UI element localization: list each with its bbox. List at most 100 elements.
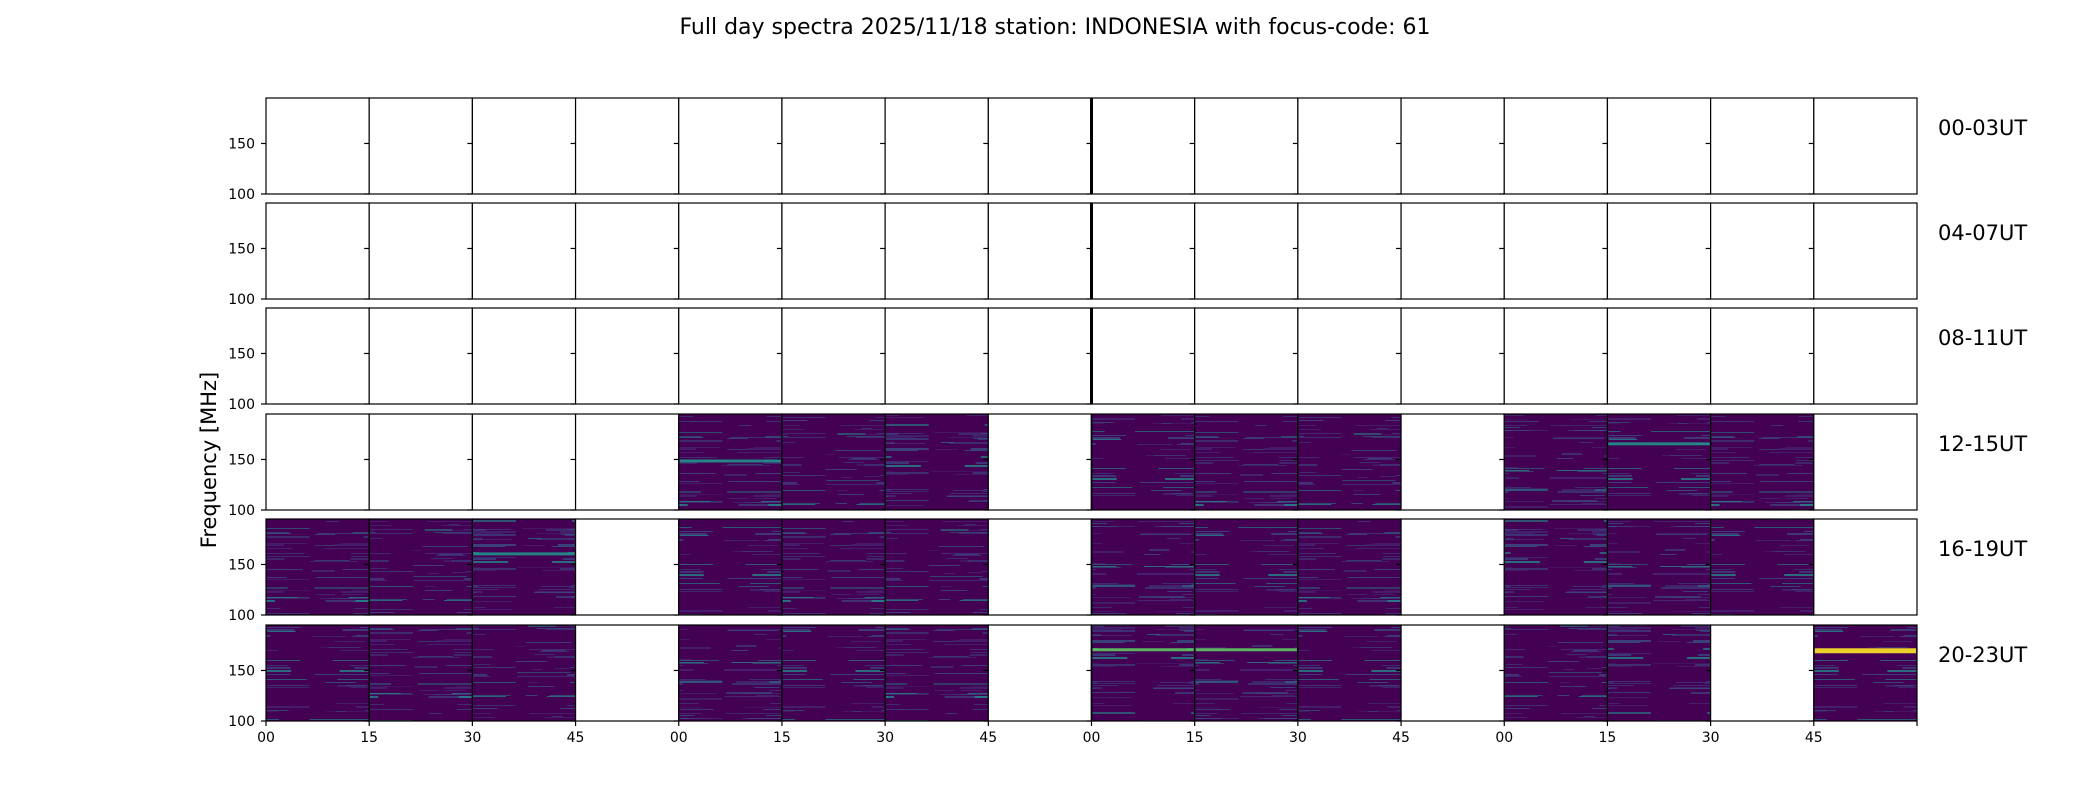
spectrum-cell <box>368 97 473 195</box>
spectrum-cell <box>1606 624 1712 722</box>
x-ticks: 00 15 30 45 00 15 30 45 00 15 30 45 00 15 30 45 <box>257 721 1918 746</box>
spectrum-cell <box>368 307 473 405</box>
spectrum-cell <box>1606 307 1712 405</box>
spectrum-cell <box>574 518 680 616</box>
spectrum-cell <box>1400 624 1505 722</box>
y-tick-label: 100 <box>228 292 255 308</box>
spectrum-cell <box>987 624 1093 722</box>
spectrum-cell <box>781 413 886 511</box>
spectrum-cell <box>265 624 370 722</box>
spectrum-cell <box>368 202 473 300</box>
spectrum-cell <box>1606 97 1712 195</box>
spectrum-cell <box>265 518 370 616</box>
y-tick-label: 100 <box>228 503 255 519</box>
spectrum-cell <box>1710 413 1815 511</box>
x-tick-label: 45 <box>979 730 997 746</box>
spectrum-cell <box>1090 97 1196 195</box>
spectrum-cell <box>1813 97 1918 195</box>
spectrum-cell <box>1503 413 1609 511</box>
y-tick-label: 150 <box>228 346 255 362</box>
spectrum-cell <box>1710 624 1815 722</box>
spectrum-cell <box>1710 307 1815 405</box>
x-tick-label: 00 <box>1083 730 1101 746</box>
spectrum-cell <box>574 413 680 511</box>
spectrum-cell <box>1090 413 1196 511</box>
spectrum-cell <box>1297 518 1402 616</box>
x-tick-label: 00 <box>1495 730 1513 746</box>
y-tick-label: 100 <box>228 714 255 730</box>
spectrum-cell <box>1400 413 1505 511</box>
row-16-19UT: 100 150 <box>228 518 1918 624</box>
y-tick-label: 150 <box>228 663 255 679</box>
spectrum-cell <box>678 624 783 722</box>
spectrum-cell <box>987 413 1093 511</box>
spectrum-cell <box>1813 202 1918 300</box>
x-tick-label: 45 <box>567 730 585 746</box>
y-tick-label: 150 <box>228 452 255 468</box>
y-tick-label: 100 <box>228 187 255 203</box>
spectrum-cell <box>678 307 783 405</box>
x-tick-label: 15 <box>773 730 791 746</box>
spectrum-cell <box>1503 307 1609 405</box>
emission-line <box>1608 442 1710 446</box>
spectrum-cell <box>678 202 783 300</box>
spectrum-cell <box>1813 413 1918 511</box>
row-08-11UT: 100 150 <box>228 307 1918 413</box>
spectrum-cell <box>1194 307 1299 405</box>
spectrum-cell <box>1297 413 1402 511</box>
spectrum-cell <box>574 97 680 195</box>
spectrum-cell <box>987 202 1093 300</box>
spectrum-cell <box>1813 307 1918 405</box>
x-tick-label: 30 <box>1289 730 1307 746</box>
spectrum-cell <box>678 518 783 616</box>
spectrum-cell <box>1503 202 1609 300</box>
y-tick-label: 100 <box>228 608 255 624</box>
spectrum-cell <box>265 413 370 511</box>
emission-line <box>679 459 781 463</box>
spectrum-cell <box>884 202 989 300</box>
row-label-00-03UT: 00-03UT <box>1938 116 2027 140</box>
y-tick-label: 100 <box>228 397 255 413</box>
x-tick-label: 15 <box>360 730 378 746</box>
spectrum-cell <box>471 307 577 405</box>
spectrum-cell <box>1400 307 1505 405</box>
spectrum-cell <box>1813 624 1918 722</box>
spectrum-cell <box>781 518 886 616</box>
y-tick-label: 150 <box>228 557 255 573</box>
spectrum-cell <box>265 307 370 405</box>
spectrum-cell <box>1194 518 1299 616</box>
spectrum-cell <box>471 518 577 616</box>
spectrum-cell <box>1090 518 1196 616</box>
spectrum-cell <box>1710 518 1815 616</box>
spectrum-cell <box>1297 307 1402 405</box>
x-tick-label: 45 <box>1392 730 1410 746</box>
spectrum-cell <box>471 97 577 195</box>
spectrum-cell <box>574 307 680 405</box>
spectrum-cell <box>1710 202 1815 300</box>
spectrum-cell <box>1194 97 1299 195</box>
x-tick-label: 30 <box>1702 730 1720 746</box>
spectrum-cell <box>987 307 1093 405</box>
row-label-04-07UT: 04-07UT <box>1938 221 2027 245</box>
spectrum-cell <box>471 202 577 300</box>
spectrum-cell <box>1400 518 1505 616</box>
emission-line <box>1092 648 1194 652</box>
spectrum-cell <box>884 518 989 616</box>
x-tick-label: 00 <box>670 730 688 746</box>
spectrum-cell <box>1606 413 1712 511</box>
row-label-16-19UT: 16-19UT <box>1938 537 2027 561</box>
spectrum-cell <box>1606 202 1712 300</box>
emission-line <box>473 552 575 556</box>
spectrum-cell <box>884 624 989 722</box>
row-label-12-15UT: 12-15UT <box>1938 432 2027 456</box>
spectrum-cell <box>368 413 473 511</box>
x-tick-label: 30 <box>463 730 481 746</box>
row-04-07UT: 100 150 <box>228 202 1918 308</box>
spectrum-cell <box>265 97 370 195</box>
row-20-23UT: 100 150 <box>228 624 1918 730</box>
spectrum-cell <box>1400 97 1505 195</box>
spectrum-cell <box>1297 624 1402 722</box>
spectrum-cell <box>1297 202 1402 300</box>
row-label-20-23UT: 20-23UT <box>1938 643 2027 667</box>
